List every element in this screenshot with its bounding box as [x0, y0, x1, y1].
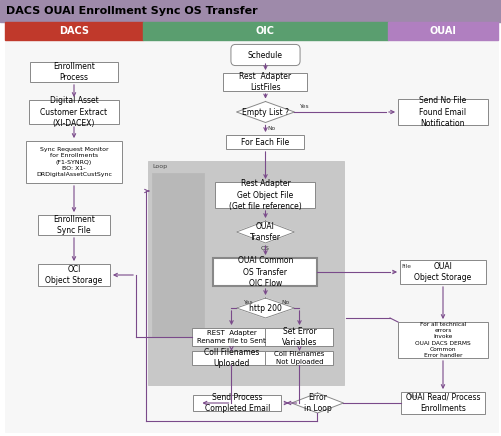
Bar [152, 173, 204, 337]
Text: For all technical
errors
Invoke
OUAI DACS DERMS
Common
Error handler: For all technical errors Invoke OUAI DAC… [415, 322, 471, 358]
Text: Digital Asset
Customer Extract
(XI-DACEX): Digital Asset Customer Extract (XI-DACEX… [41, 96, 108, 128]
Bar [226, 135, 305, 149]
Text: Schedule: Schedule [248, 51, 283, 59]
Bar [143, 22, 388, 40]
Bar [29, 100, 119, 124]
Text: Rest  Adapter
ListFiles: Rest Adapter ListFiles [239, 72, 292, 92]
Text: Yes: Yes [408, 394, 418, 399]
Text: OCI
Object Storage: OCI Object Storage [46, 265, 103, 285]
Text: REST  Adapter
Rename file to Sent: REST Adapter Rename file to Sent [197, 330, 266, 344]
Text: Send Process
Completed Email: Send Process Completed Email [205, 393, 270, 413]
Text: OIC: OIC [256, 26, 275, 36]
Bar [213, 258, 318, 286]
Text: OUAI Common
OS Transfer
OIC Flow: OUAI Common OS Transfer OIC Flow [238, 256, 293, 288]
Bar [266, 351, 334, 365]
Text: DACS: DACS [59, 26, 89, 36]
Bar [30, 62, 118, 82]
Bar [388, 22, 498, 40]
Bar [0, 0, 501, 22]
Bar [5, 40, 143, 432]
Bar [143, 40, 388, 432]
Text: Yes: Yes [242, 300, 253, 305]
Text: Error
in Loop: Error in Loop [304, 393, 331, 413]
Bar [400, 260, 486, 284]
Text: Rest Adapter
Get Object File
(Get file reference): Rest Adapter Get Object File (Get file r… [229, 179, 302, 211]
Bar [193, 395, 282, 411]
Text: Loop: Loop [152, 164, 167, 169]
Bar [148, 161, 344, 385]
Text: OUAI
Transfer: OUAI Transfer [250, 222, 281, 242]
FancyBboxPatch shape [231, 44, 300, 65]
Bar [223, 73, 308, 91]
Text: Coll Filenames
Not Uploaded: Coll Filenames Not Uploaded [275, 351, 325, 365]
Bar [192, 328, 271, 346]
Bar [388, 40, 498, 432]
Bar [398, 99, 488, 125]
Bar [398, 322, 488, 358]
Text: DACS OUAI Enrollment Sync OS Transfer: DACS OUAI Enrollment Sync OS Transfer [6, 6, 258, 16]
Bar [5, 22, 143, 40]
Text: Empty List ?: Empty List ? [242, 108, 289, 116]
Text: Send No File
Found Email
Notification: Send No File Found Email Notification [419, 96, 466, 128]
Bar [38, 264, 110, 286]
Bar [215, 182, 316, 208]
Text: Sync Request Monitor
for Enrollments
(F1-SYNRQ)
BO: X1-
DRDigitalAssetCustSync: Sync Request Monitor for Enrollments (F1… [36, 147, 112, 177]
Text: OUAI
Object Storage: OUAI Object Storage [414, 262, 471, 282]
Bar [266, 328, 334, 346]
Text: OUAI: OUAI [429, 26, 456, 36]
Bar [401, 392, 485, 414]
Text: Coll Filenames
Uploaded: Coll Filenames Uploaded [204, 348, 259, 368]
Text: No: No [268, 126, 276, 131]
Bar [192, 351, 271, 365]
Polygon shape [236, 298, 295, 318]
Text: Set Error
Variables: Set Error Variables [282, 327, 317, 347]
Bar [38, 215, 110, 235]
Text: Enrollment
Process: Enrollment Process [53, 62, 95, 82]
Text: OS: OS [261, 245, 270, 251]
Text: No: No [282, 300, 290, 305]
Polygon shape [236, 221, 295, 243]
Text: For Each File: For Each File [241, 137, 290, 146]
Text: Enrollment
Sync File: Enrollment Sync File [53, 215, 95, 235]
Polygon shape [292, 393, 344, 413]
Text: OUAI Read/ Process
Enrollments: OUAI Read/ Process Enrollments [406, 393, 480, 413]
Bar [26, 141, 122, 183]
Text: File: File [401, 264, 411, 269]
Text: Yes: Yes [299, 104, 308, 109]
Text: http 200: http 200 [249, 303, 282, 313]
Polygon shape [236, 102, 295, 123]
